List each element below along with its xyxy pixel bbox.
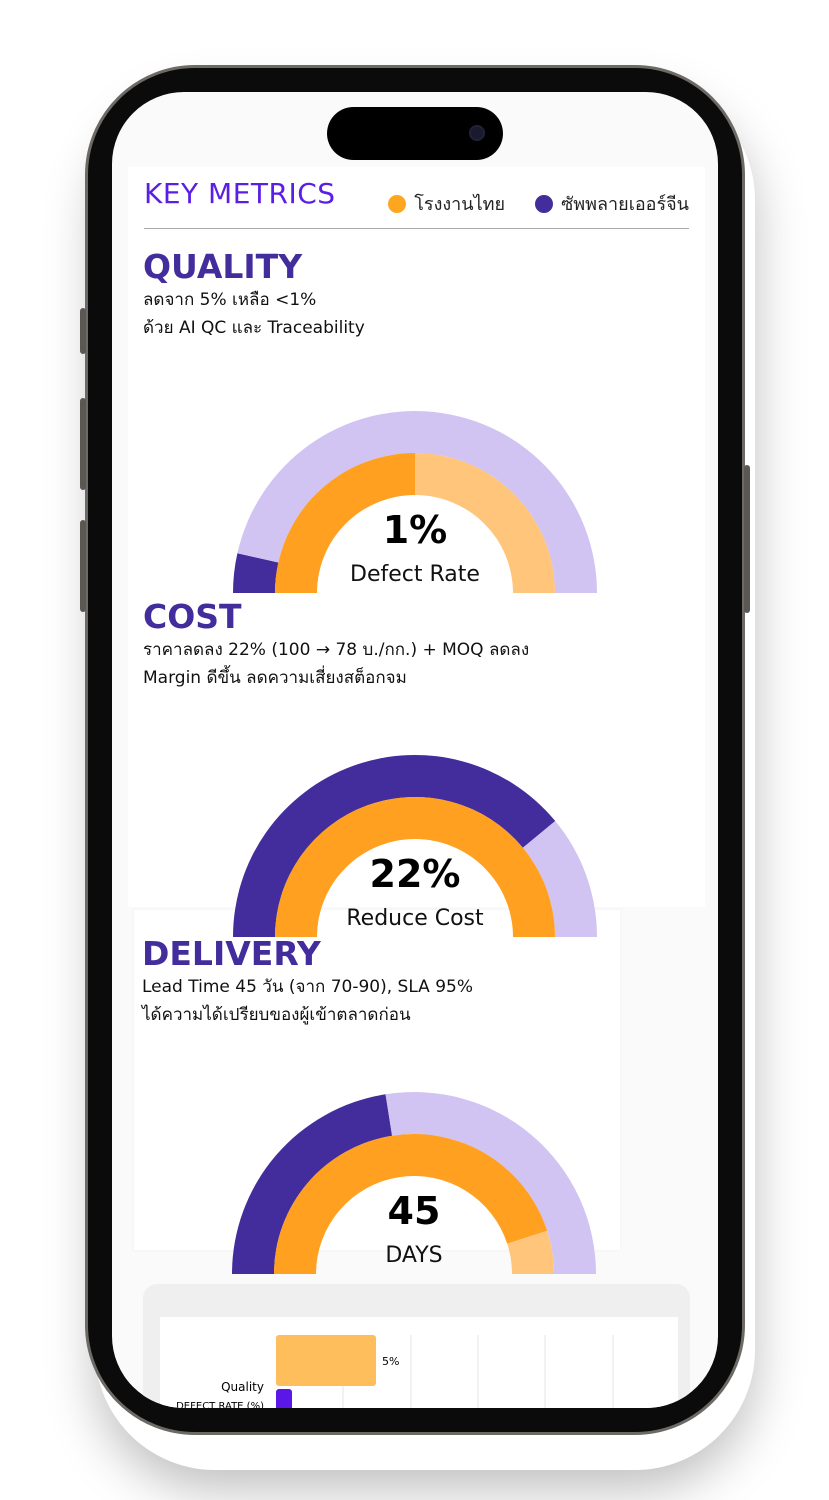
gauge-label: DAYS [385,1243,442,1268]
legend-label: ซัพพลายเออร์จีน [561,194,689,215]
gauge-delivery: 45 DAYS [232,1092,596,1274]
section-heading: COST [143,597,242,636]
bar-chart-svg: 5% Quality DEFECT RATE (%) [176,1335,614,1408]
section-line-1: Lead Time 45 วัน (จาก 70-90), SLA 95% [142,977,474,997]
power-button [744,465,750,613]
volume-down-button [80,520,86,612]
section-line-2: Margin ดีขึ้น ลดความเสี่ยงสต็อกจม [143,668,407,688]
bar-chart-card: 5% Quality DEFECT RATE (%) [143,1284,690,1408]
bar-thai [276,1335,376,1386]
bar-chart: 5% Quality DEFECT RATE (%) [160,1317,678,1408]
dynamic-island [327,107,503,160]
bar-category-label: Quality [221,1380,264,1394]
legend-item-china: ซัพพลายเออร์จีน [535,189,689,218]
gauge-thai-remainder [507,1230,554,1274]
gauge-cost: 22% Reduce Cost [233,755,597,937]
gauge-thai-fill [274,1134,548,1274]
legend-dot-icon [535,195,554,213]
volume-up-button [80,398,86,490]
divider [144,228,689,229]
gauge-thai-remainder [415,453,555,593]
gauge-value: 45 [388,1189,441,1233]
section-line-1: ลดจาก 5% เหลือ <1% [143,290,317,310]
silent-switch [80,308,86,354]
section-heading: DELIVERY [142,934,321,973]
bar-china [276,1389,292,1408]
gauge-label: Reduce Cost [346,906,484,931]
section-heading: QUALITY [143,247,303,286]
gauge-china-remainder [237,411,597,593]
bar-data-label: 5% [382,1355,399,1368]
gauge-china-remainder [522,820,597,937]
section-line-1: ราคาลดลง 22% (100 → 78 บ./กก.) + MOQ ลดล… [143,640,530,660]
gauge-china-fill [233,553,279,593]
gauge-china-remainder [385,1092,596,1274]
gauge-quality: 1% Defect Rate [233,411,597,593]
page-title: KEY METRICS [144,177,336,210]
bar-category-sublabel: DEFECT RATE (%) [176,1401,264,1408]
gauge-thai-fill [275,797,555,937]
legend-item-thai: โรงงานไทย [388,189,505,218]
phone-screen: KEY METRICS โรงงานไทย ซัพพลายเออร์จีน QU… [112,92,718,1408]
legend-dot-icon [388,195,407,213]
legend: โรงงานไทย ซัพพลายเออร์จีน [388,189,689,218]
gauge-china-fill [232,1094,393,1274]
camera-icon [469,125,485,141]
gauge-china-fill [233,755,556,937]
section-line-2: ได้ความได้เปรียบของผู้เข้าตลาดก่อน [142,1005,411,1025]
gauge-label: Defect Rate [350,562,480,587]
section-line-2: ด้วย AI QC และ Traceability [143,318,365,338]
gauge-value: 22% [370,852,461,896]
legend-label: โรงงานไทย [414,194,506,215]
gauge-thai-fill [275,453,415,593]
gauge-value: 1% [383,508,448,552]
